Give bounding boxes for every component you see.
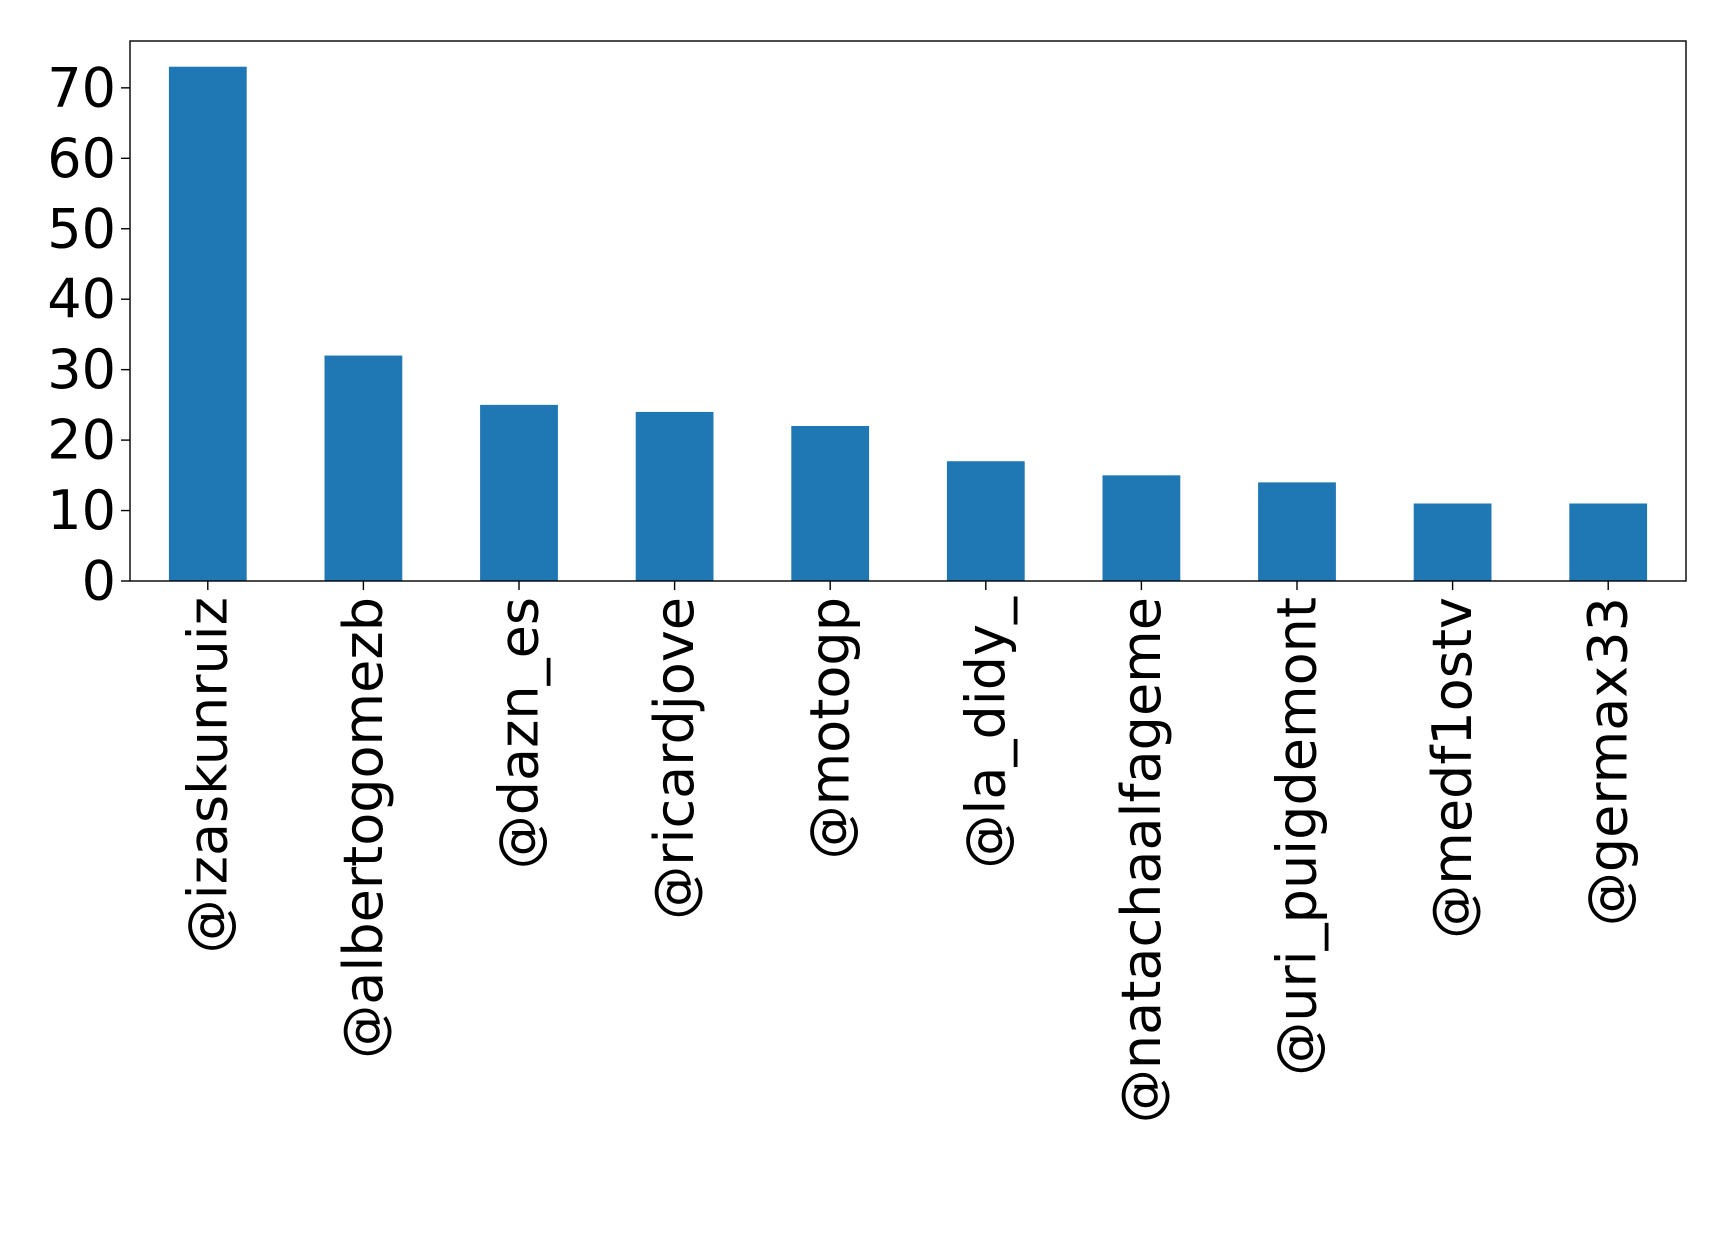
x-tick-label: @la_didy_ bbox=[954, 596, 1017, 869]
bar-ricardjove bbox=[635, 411, 714, 581]
y-tick-label: 30 bbox=[47, 338, 116, 401]
x-axis: @izaskunruiz @albertogomezb @dazn_es @ricar… bbox=[176, 581, 1640, 1123]
x-tick-label: @dazn_es bbox=[488, 597, 551, 869]
bar-natachaalfageme bbox=[1102, 475, 1181, 581]
x-tick-label: @motogp bbox=[799, 597, 862, 859]
y-axis: 0 10 20 30 40 50 60 70 bbox=[47, 56, 130, 613]
y-tick-label: 0 bbox=[82, 550, 116, 613]
bars-layer bbox=[168, 66, 1648, 581]
bar-uri-puigdemont bbox=[1258, 482, 1336, 581]
x-tick-label: @izaskunruiz bbox=[176, 597, 239, 953]
bar-dazn-es bbox=[480, 404, 558, 581]
bar-la-didy bbox=[946, 461, 1025, 581]
y-tick-label: 50 bbox=[47, 197, 116, 260]
x-tick-label: @germax33 bbox=[1577, 597, 1640, 926]
bar-motogp bbox=[791, 426, 870, 581]
bar-medf1ostv bbox=[1413, 503, 1492, 581]
bar-izaskunruiz bbox=[168, 66, 247, 581]
x-tick-label: @medf1ostv bbox=[1421, 597, 1484, 939]
y-tick-label: 20 bbox=[47, 409, 116, 472]
x-tick-label: @albertogomezb bbox=[332, 597, 395, 1059]
y-tick-label: 10 bbox=[47, 479, 116, 542]
bar-albertogomezb bbox=[324, 355, 403, 581]
plot-frame bbox=[129, 40, 1687, 582]
y-tick-label: 70 bbox=[47, 56, 116, 119]
x-tick-label: @ricardjove bbox=[643, 597, 706, 920]
bar-germax33 bbox=[1569, 503, 1648, 581]
y-tick-label: 40 bbox=[47, 268, 116, 331]
x-tick-label: @uri_puigdemont bbox=[1266, 597, 1329, 1076]
y-tick-label: 60 bbox=[47, 127, 116, 190]
x-tick-label: @natachaalfageme bbox=[1110, 597, 1173, 1123]
